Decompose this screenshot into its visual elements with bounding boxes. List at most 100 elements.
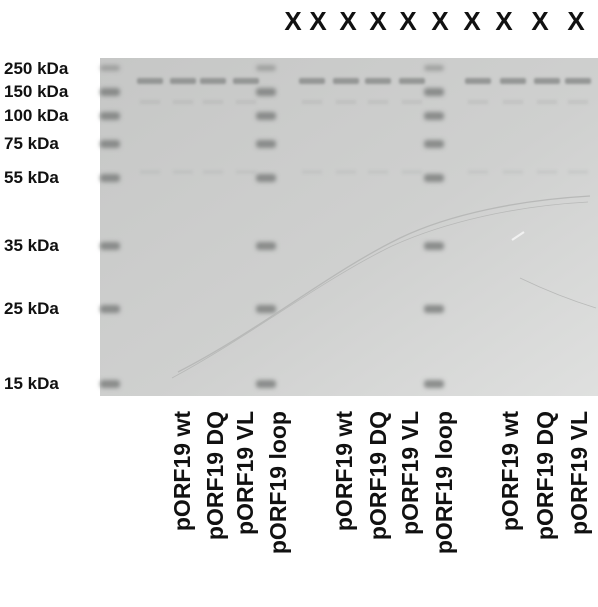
ladder-band [256,140,276,148]
lane-label: pORF19 VL [196,411,258,607]
ladder-band [256,88,276,96]
protein-band [365,78,391,84]
ladder-band [256,242,276,250]
ladder-band [100,65,120,71]
ladder-band [424,305,444,313]
protein-band [333,78,359,84]
faint-band [568,100,588,104]
x-mark: X [531,6,549,36]
ladder-band [256,65,276,71]
x-mark: X [567,6,585,36]
mw-marker-label: 250 kDa [4,59,69,78]
protein-band [233,78,259,84]
protein-band [465,78,491,84]
mw-marker-label: 15 kDa [4,374,59,393]
faint-band [302,170,322,174]
lane-label-text: pORF19 loop [593,411,598,554]
ladder-band [424,112,444,120]
faint-band [468,100,488,104]
ladder-band [100,88,120,96]
faint-band [140,100,160,104]
x-mark: X [309,6,327,36]
protein-band [170,78,196,84]
mw-marker-label: 55 kDa [4,168,59,187]
lane-label: pORF19 wt [133,411,195,607]
ladder-band [424,174,444,182]
protein-band [399,78,425,84]
ladder-band [424,140,444,148]
ladder-band [100,174,120,182]
ladder-band [424,242,444,250]
faint-band [537,100,557,104]
faint-band [402,100,422,104]
faint-band [140,170,160,174]
faint-band [537,170,557,174]
ladder-band [256,174,276,182]
lane-label: pORF19 DQ [496,411,558,607]
protein-band [500,78,526,84]
ladder-band [100,242,120,250]
faint-band [402,170,422,174]
protein-band [200,78,226,84]
lane-label: pORF19 wt [461,411,523,607]
mw-marker-label: 100 kDa [4,106,69,125]
faint-band [173,170,193,174]
ladder-band [100,112,120,120]
ladder-band [100,380,120,388]
protein-band [137,78,163,84]
x-mark: X [495,6,513,36]
x-mark: X [463,6,481,36]
protein-band [299,78,325,84]
faint-band [568,170,588,174]
lane-label: pORF19 DQ [329,411,391,607]
x-mark: X [369,6,387,36]
ladder-band [100,305,120,313]
faint-band [203,170,223,174]
x-mark: X [284,6,302,36]
ladder-band [256,305,276,313]
lane-label: pORF19 DQ [166,411,228,607]
protein-band [534,78,560,84]
ladder-band [256,380,276,388]
faint-band [203,100,223,104]
ladder-band [256,112,276,120]
lane-label: pORF19 loop [395,411,457,607]
lane-label: pORF19 VL [530,411,592,607]
faint-band [368,100,388,104]
mw-marker-label: 75 kDa [4,134,59,153]
x-mark: X [399,6,417,36]
lane-label: pORF19 wt [295,411,357,607]
faint-band [173,100,193,104]
lane-label-text: pORF19 loop [265,411,291,555]
gel-image [100,58,598,396]
ladder-bands [100,65,444,388]
gel-cracks [171,195,597,379]
faint-band [368,170,388,174]
lane-label: pORF19 loop [561,411,598,607]
faint-band [503,170,523,174]
sample-bands [137,78,591,174]
ladder-band [424,65,444,71]
mw-marker-label: 150 kDa [4,82,69,101]
faint-band [336,170,356,174]
lane-label: pORF19 VL [361,411,423,607]
ladder-band [100,140,120,148]
gel-background [100,58,598,396]
mw-marker-label: 25 kDa [4,299,59,318]
faint-band [302,100,322,104]
faint-band [336,100,356,104]
molecular-weight-labels: 250 kDa 150 kDa 100 kDa 75 kDa 55 kDa 35 kDa 2… [0,0,100,400]
faint-band [236,170,256,174]
lane-label-text: pORF19 loop [431,411,457,555]
x-mark: X [339,6,357,36]
protein-band [565,78,591,84]
faint-band [236,100,256,104]
ladder-band [424,88,444,96]
faint-band [468,170,488,174]
lane-label: pORF19 loop [229,411,291,607]
faint-band [503,100,523,104]
mw-marker-label: 35 kDa [4,236,59,255]
